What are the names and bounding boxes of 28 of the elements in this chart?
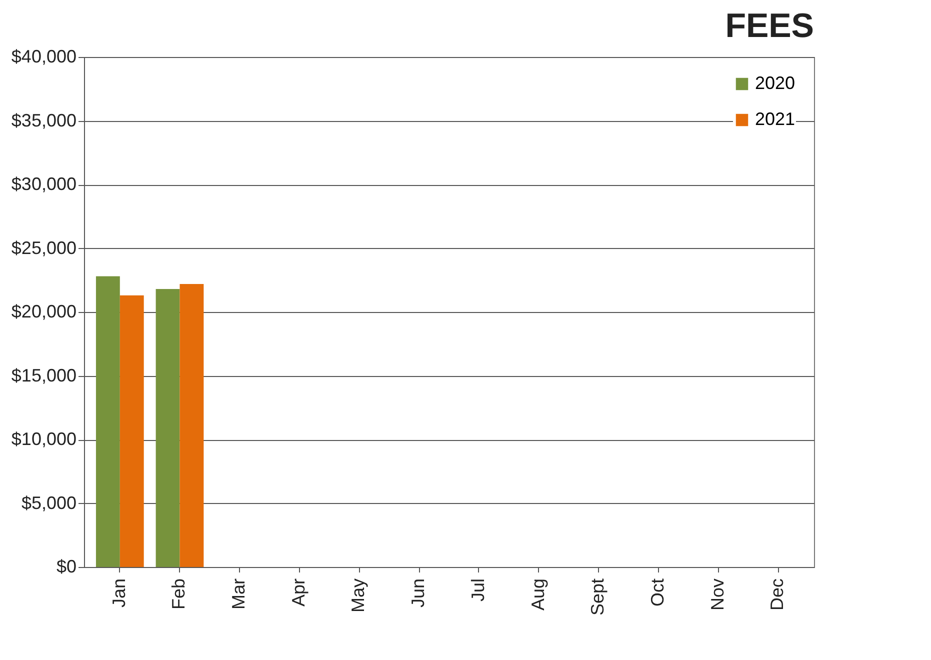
y-tick-label: $0 xyxy=(56,556,76,576)
x-tick-label: Apr xyxy=(288,578,308,607)
y-tick-label: $40,000 xyxy=(11,46,76,66)
y-tick-label: $10,000 xyxy=(11,429,76,449)
x-tick-label: Feb xyxy=(168,578,189,610)
x-tick-label: Jun xyxy=(408,578,428,608)
x-tick-label: Oct xyxy=(647,578,668,607)
y-tick-label: $25,000 xyxy=(11,238,76,258)
y-tick-label: $35,000 xyxy=(11,110,76,130)
y-tick-label: $15,000 xyxy=(11,365,76,386)
legend-label: 2020 xyxy=(755,73,796,93)
x-tick-label: Sept xyxy=(588,578,608,616)
x-tick-label: Jul xyxy=(468,578,488,602)
y-tick-label: $5,000 xyxy=(21,492,76,513)
x-tick-label: Nov xyxy=(707,578,728,611)
bar xyxy=(180,284,204,567)
bar xyxy=(96,276,120,567)
y-tick-label: $30,000 xyxy=(11,174,76,194)
x-tick-label: May xyxy=(348,578,368,613)
x-tick-label: Aug xyxy=(528,578,548,611)
legend-label: 2021 xyxy=(755,109,796,129)
bar xyxy=(120,295,144,567)
chart-title: FEES xyxy=(725,7,814,45)
bar xyxy=(156,289,180,567)
y-tick-label: $20,000 xyxy=(11,302,76,322)
x-tick-label: Jan xyxy=(108,578,129,608)
x-tick-label: Dec xyxy=(767,578,788,611)
x-tick-label: Mar xyxy=(228,578,249,610)
